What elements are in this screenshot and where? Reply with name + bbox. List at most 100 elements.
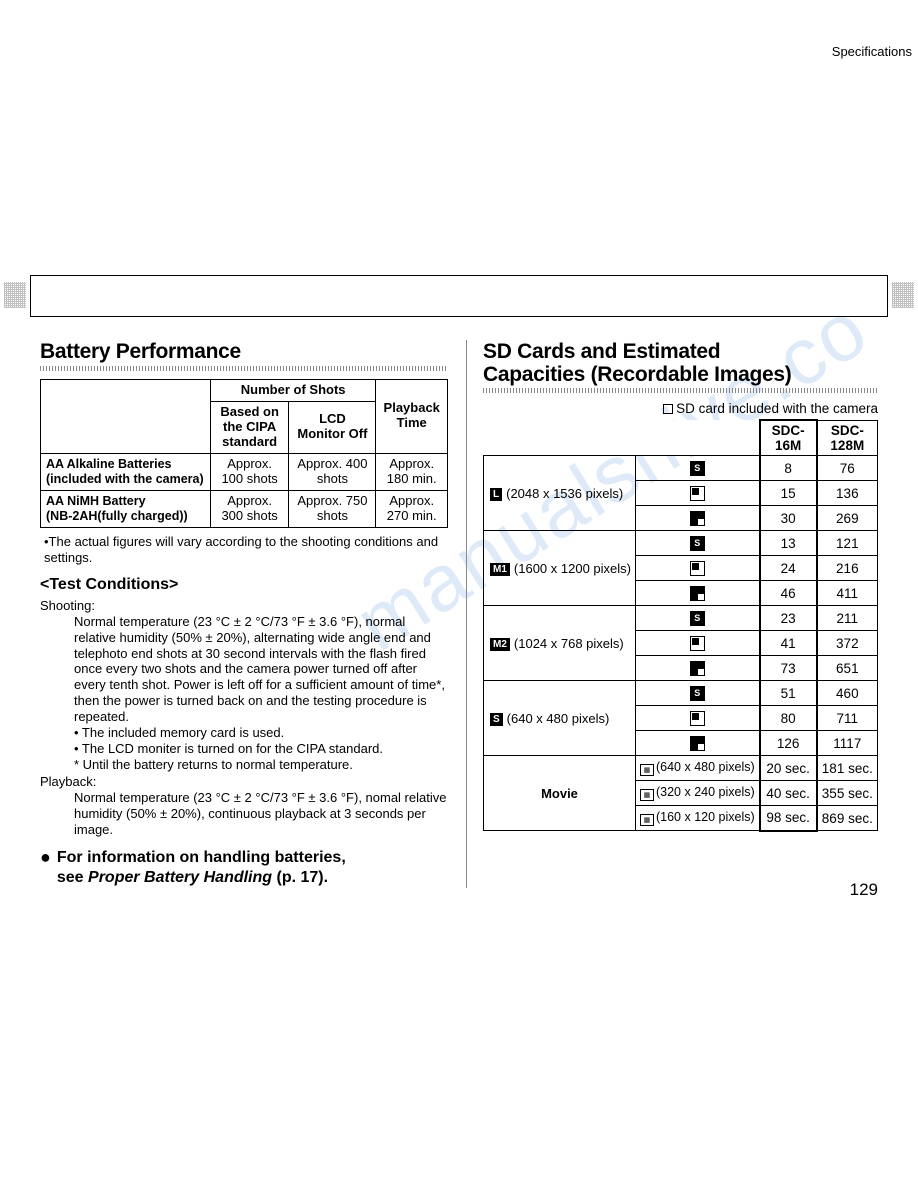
size-badge: S [490, 713, 503, 726]
quality-superfine-icon: S [690, 461, 705, 476]
sd-cell: 126 [760, 731, 817, 756]
shooting-bullet: • The LCD moniter is turned on for the C… [74, 741, 448, 757]
quality-icon-cell [635, 706, 759, 731]
sd-cell: 73 [760, 656, 817, 681]
quality-icon-cell: S [635, 531, 759, 556]
quality-superfine-icon: S [690, 536, 705, 551]
battery-cell: Approx. 300 shots [210, 490, 289, 527]
table-row: Movie▦(640 x 480 pixels)20 sec.181 sec. [484, 756, 878, 781]
quality-normal-icon [690, 561, 705, 576]
quality-icon-cell: S [635, 456, 759, 481]
battery-title: Battery Performance [40, 340, 448, 364]
sd-cell: 711 [817, 706, 878, 731]
sd-col2: SDC-128M [817, 420, 878, 456]
square-icon [663, 404, 673, 414]
binding-mark-left [4, 282, 26, 308]
quality-icon-cell [635, 656, 759, 681]
battery-row-label: AA NiMH Battery [46, 494, 146, 508]
battery-cell: Approx. 270 min. [376, 490, 448, 527]
battery-th-playback: Playback Time [376, 380, 448, 454]
sd-cell: 372 [817, 631, 878, 656]
quality-icon-cell: S [635, 681, 759, 706]
quality-icon-cell [635, 731, 759, 756]
info-line2b: Proper Battery Handling [88, 869, 272, 886]
battery-cell: Approx. 400 shots [289, 453, 376, 490]
quality-normal-icon [690, 711, 705, 726]
test-conditions-body: Shooting: Normal temperature (23 °C ± 2 … [40, 598, 448, 838]
quality-icon-cell: S [635, 606, 759, 631]
quality-icon-cell [635, 506, 759, 531]
sd-cell: 20 sec. [760, 756, 817, 781]
quality-superfine-icon: S [690, 686, 705, 701]
playback-text: Normal temperature (23 °C ± 2 °C/73 °F ±… [74, 790, 448, 838]
battery-row-sublabel: (NB-2AH(fully charged)) [46, 509, 188, 523]
sd-title: SD Cards and Estimated Capacities (Recor… [483, 340, 878, 386]
info-line1: For information on handling batteries, [57, 849, 346, 866]
info-bullet: ● For information on handling batteries,… [40, 848, 448, 888]
quality-icon-cell [635, 631, 759, 656]
sd-cell: 51 [760, 681, 817, 706]
shooting-text: Normal temperature (23 °C ± 2 °C/73 °F ±… [74, 614, 448, 725]
test-conditions-heading: <Test Conditions> [40, 576, 448, 594]
resolution-label: S(640 x 480 pixels) [484, 681, 636, 756]
sd-cell: 41 [760, 631, 817, 656]
size-badge: L [490, 488, 502, 501]
size-badge: M1 [490, 563, 510, 576]
quality-superfine-icon: S [690, 611, 705, 626]
sd-cell: 121 [817, 531, 878, 556]
battery-row-sublabel: (included with the camera) [46, 472, 204, 486]
table-row: AA NiMH Battery(NB-2AH(fully charged)) A… [41, 490, 448, 527]
right-column: SD Cards and Estimated Capacities (Recor… [466, 340, 878, 888]
playback-label: Playback: [40, 774, 448, 790]
page-header-box [30, 275, 888, 317]
sd-note-text: SD card included with the camera [676, 401, 878, 416]
binding-mark-right [892, 282, 914, 308]
sd-col1: SDC-16M [760, 420, 817, 456]
movie-icon: ▦ [640, 764, 654, 776]
quality-icon-cell [635, 581, 759, 606]
header-specifications: Specifications [832, 44, 912, 59]
quality-icon-cell [635, 481, 759, 506]
table-row: S(640 x 480 pixels)S51460 [484, 681, 878, 706]
quality-icon-cell [635, 556, 759, 581]
battery-cell: Approx. 750 shots [289, 490, 376, 527]
sd-title-l1: SD Cards and Estimated [483, 340, 720, 363]
sd-cell: 211 [817, 606, 878, 631]
sd-cell: 355 sec. [817, 781, 878, 806]
sd-cell: 46 [760, 581, 817, 606]
movie-size: ▦(160 x 120 pixels) [635, 806, 759, 831]
movie-label: Movie [484, 756, 636, 831]
title-underline [40, 366, 448, 371]
movie-size: ▦(640 x 480 pixels) [635, 756, 759, 781]
sd-title-l2: Capacities (Recordable Images) [483, 363, 791, 386]
movie-icon: ▦ [640, 789, 654, 801]
content-columns: Battery Performance Number of Shots Play… [40, 340, 878, 888]
sd-included-note: SD card included with the camera [483, 401, 878, 416]
resolution-label: M1(1600 x 1200 pixels) [484, 531, 636, 606]
battery-footnote: •The actual figures will vary according … [44, 534, 448, 567]
sd-cell: 1117 [817, 731, 878, 756]
resolution-label: L(2048 x 1536 pixels) [484, 456, 636, 531]
sd-cell: 23 [760, 606, 817, 631]
battery-th-lcd: LCD Monitor Off [289, 401, 376, 453]
sd-cell: 216 [817, 556, 878, 581]
bullet-icon: ● [40, 848, 51, 888]
quality-normal-icon [690, 486, 705, 501]
battery-cell: Approx. 100 shots [210, 453, 289, 490]
sd-cell: 80 [760, 706, 817, 731]
sd-cell: 411 [817, 581, 878, 606]
sd-cell: 8 [760, 456, 817, 481]
battery-table: Number of Shots Playback Time Based on t… [40, 379, 448, 528]
shooting-bullet: * Until the battery returns to normal te… [74, 757, 448, 773]
page-number: 129 [850, 880, 878, 900]
movie-size: ▦(320 x 240 pixels) [635, 781, 759, 806]
quality-fine-icon [690, 661, 705, 676]
left-column: Battery Performance Number of Shots Play… [40, 340, 448, 888]
table-row: M2(1024 x 768 pixels)S23211 [484, 606, 878, 631]
sd-cell: 181 sec. [817, 756, 878, 781]
sd-cell: 15 [760, 481, 817, 506]
sd-cell: 98 sec. [760, 806, 817, 831]
sd-cell: 40 sec. [760, 781, 817, 806]
sd-cell: 24 [760, 556, 817, 581]
sd-cell: 76 [817, 456, 878, 481]
